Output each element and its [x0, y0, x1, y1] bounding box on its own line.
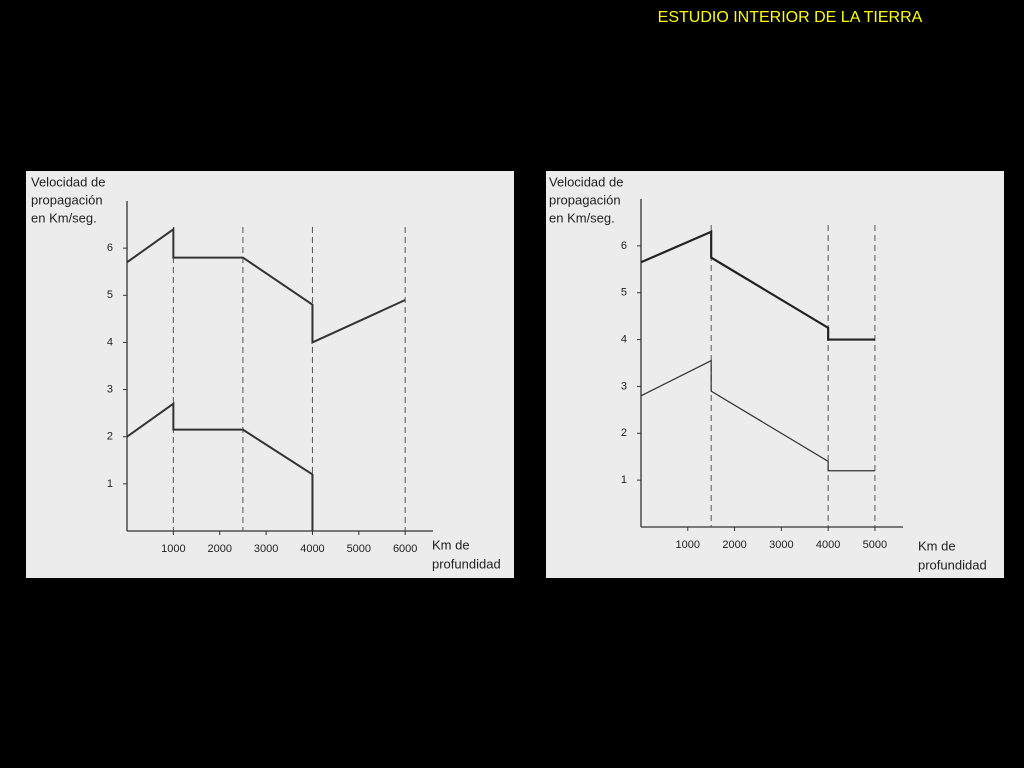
- y-tick-label: 5: [107, 289, 113, 301]
- data-line: [640, 230, 875, 341]
- x-tick-label: 2000: [722, 539, 746, 551]
- y-tick-label: 4: [621, 333, 627, 345]
- x-axis-label: profundidad: [432, 556, 501, 571]
- x-tick-label: 5000: [863, 539, 887, 551]
- x-axis-label: Km de: [918, 538, 956, 553]
- y-tick-label: 3: [107, 383, 113, 395]
- y-tick-label: 3: [621, 380, 627, 392]
- x-tick-label: 2000: [207, 543, 231, 555]
- y-tick-label: 4: [107, 336, 113, 348]
- x-axis-label: Km de: [432, 537, 470, 552]
- y-tick-label: 6: [107, 242, 113, 254]
- chart-panel: [26, 171, 514, 578]
- y-axis-label: en Km/seg.: [31, 210, 97, 225]
- y-axis-label: propagación: [31, 192, 103, 207]
- x-tick-label: 1000: [161, 543, 185, 555]
- slide-title: ESTUDIO INTERIOR DE LA TIERRA: [658, 9, 923, 26]
- x-tick-label: 4000: [816, 539, 840, 551]
- y-tick-label: 6: [621, 240, 627, 252]
- y-tick-label: 5: [621, 287, 627, 299]
- x-tick-label: 3000: [769, 539, 793, 551]
- x-axis-label: profundidad: [918, 557, 987, 572]
- data-line: [126, 401, 314, 531]
- y-axis-label: propagación: [549, 192, 621, 207]
- y-axis-label: Velocidad de: [31, 174, 105, 189]
- x-tick-label: 5000: [347, 543, 371, 555]
- x-tick-label: 6000: [393, 543, 417, 555]
- y-axis-label: en Km/seg.: [549, 210, 615, 225]
- y-tick-label: 2: [107, 431, 113, 443]
- y-tick-label: 2: [621, 427, 627, 439]
- chart-panel: [546, 171, 1004, 578]
- y-tick-label: 1: [107, 478, 113, 490]
- x-tick-label: 4000: [300, 543, 324, 555]
- x-tick-label: 1000: [676, 539, 700, 551]
- y-tick-label: 1: [621, 474, 627, 486]
- y-axis-label: Velocidad de: [549, 174, 623, 189]
- data-line: [640, 359, 875, 472]
- x-tick-label: 3000: [254, 543, 278, 555]
- data-line: [126, 227, 406, 344]
